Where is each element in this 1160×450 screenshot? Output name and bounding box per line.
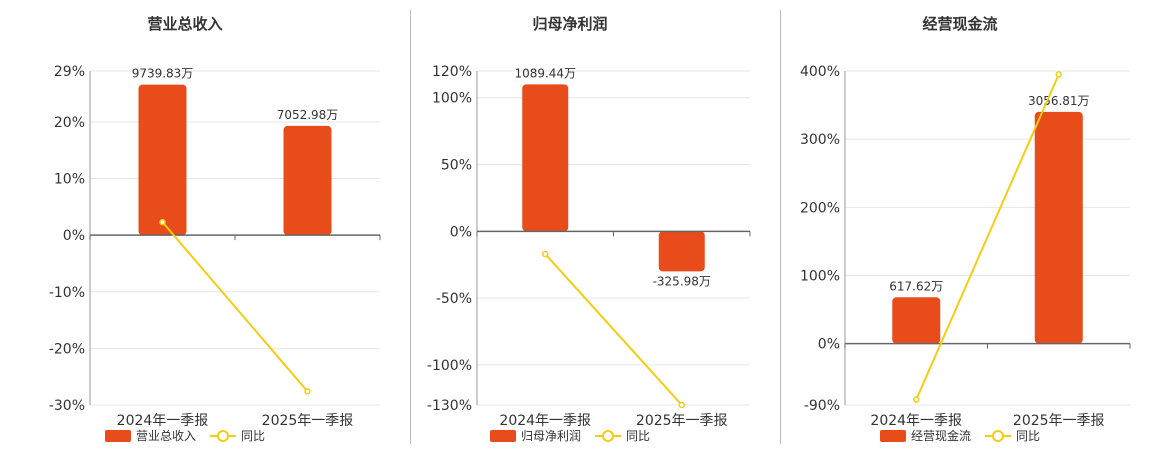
chart-legend: 营业总收入 同比	[0, 427, 370, 444]
operating-cashflow-chart-panel: 经营现金流 400% 300% 200% 100% 0% -90% 617.62万 3056.…	[775, 0, 1145, 450]
legend-line-swatch	[210, 429, 236, 442]
bar-value-label: 617.62万	[889, 279, 943, 293]
y-tick-label: -130%	[427, 398, 472, 414]
net-profit-chart-panel: 归母净利润 120% 100% 50% 0% -50% -100% -130% 1089.44…	[385, 0, 755, 450]
y-tick-label: 120%	[432, 64, 472, 80]
chart-plot: 29% 20% 10% 0% -10% -20% -30% 9739.83万 7052.98万 2…	[49, 64, 381, 429]
x-category-label: 2024年一季报	[499, 413, 591, 429]
revenue-chart-panel: 营业总收入 29% 20% 10% 0% -10% -20% -30% 9739.83万 705…	[0, 0, 381, 450]
yoy-line	[915, 74, 1060, 400]
legend-bar-label: 归母净利润	[520, 429, 581, 443]
y-tick-label: 100%	[800, 268, 840, 284]
legend-line-label: 同比	[626, 429, 651, 443]
legend-line-label: 同比	[241, 429, 266, 443]
y-tick-label: 20%	[54, 115, 85, 131]
y-tick-label: 200%	[800, 200, 840, 216]
yoy-line	[544, 253, 683, 406]
yoy-point	[304, 388, 311, 395]
y-tick-label: 10%	[54, 172, 85, 188]
legend-bar-swatch	[104, 429, 131, 442]
yoy-point	[542, 250, 549, 258]
yoy-point	[913, 396, 920, 403]
legend-bar-label: 经营现金流	[910, 429, 971, 443]
x-category-label: 2025年一季报	[1013, 413, 1105, 429]
legend-bar-swatch	[879, 429, 906, 442]
y-tick-label: -100%	[427, 358, 472, 374]
legend-line-swatch	[595, 429, 621, 442]
bar-value-label: 7052.98万	[277, 108, 339, 122]
bar	[1034, 111, 1083, 344]
chart-legend: 归母净利润 同比	[385, 427, 755, 444]
y-tick-label: 29%	[54, 64, 85, 80]
bar-value-label: 3056.81万	[1028, 94, 1090, 108]
x-category-label: 2024年一季报	[117, 413, 209, 429]
chart-title: 经营现金流	[922, 15, 998, 33]
y-tick-label: -10%	[49, 285, 85, 301]
y-tick-label: -90%	[804, 398, 840, 414]
legend-bar-swatch	[489, 429, 516, 442]
bar	[522, 84, 569, 232]
legend-line-swatch	[985, 429, 1011, 442]
chart-plot: 400% 300% 200% 100% 0% -90% 617.62万 3056.81万 202…	[800, 64, 1131, 429]
chart-title: 归母净利润	[532, 15, 608, 33]
y-tick-label: 300%	[800, 132, 840, 148]
x-category-label: 2025年一季报	[636, 413, 728, 429]
yoy-point	[678, 401, 685, 409]
y-tick-label: -20%	[49, 341, 85, 357]
y-tick-label: 0%	[450, 224, 472, 240]
y-tick-label: -30%	[49, 398, 85, 414]
y-tick-label: 400%	[800, 64, 840, 80]
yoy-point	[1055, 71, 1062, 78]
chart-title: 营业总收入	[147, 15, 223, 33]
panel-divider	[780, 10, 781, 444]
y-tick-label: -50%	[436, 291, 472, 307]
legend-line-label: 同比	[1016, 429, 1041, 443]
bar	[283, 125, 332, 236]
bar	[892, 297, 941, 344]
x-category-label: 2025年一季报	[262, 413, 354, 429]
chart-legend: 经营现金流 同比	[775, 427, 1145, 444]
legend-bar-label: 营业总收入	[135, 429, 196, 443]
y-tick-label: 50%	[441, 158, 472, 174]
bar	[138, 84, 187, 236]
bar-value-label: -325.98万	[653, 274, 711, 288]
bar-value-label: 1089.44万	[514, 66, 576, 80]
y-tick-label: 0%	[818, 337, 840, 353]
x-category-label: 2024年一季报	[870, 413, 962, 429]
yoy-point	[159, 218, 166, 226]
y-tick-label: 100%	[432, 91, 472, 107]
panel-divider	[410, 10, 411, 444]
y-tick-label: 0%	[63, 228, 85, 244]
bar	[658, 231, 705, 272]
yoy-line	[161, 221, 309, 393]
chart-plot: 120% 100% 50% 0% -50% -100% -130% 1089.44万 -325.…	[427, 64, 751, 429]
bar-value-label: 9739.83万	[132, 67, 194, 81]
